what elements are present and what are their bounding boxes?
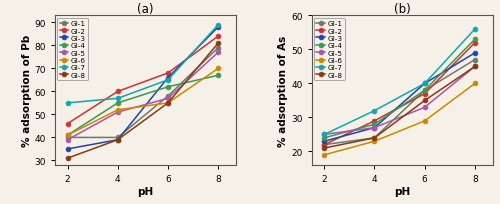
GI-7 bbox=[372, 110, 378, 112]
GI-1 bbox=[215, 47, 221, 50]
GI-1 bbox=[372, 137, 378, 139]
GI-8 bbox=[64, 157, 70, 160]
GI-1 bbox=[322, 144, 328, 146]
GI-8 bbox=[115, 139, 121, 141]
GI-7 bbox=[115, 98, 121, 100]
GI-1 bbox=[422, 90, 428, 92]
Line: GI-2: GI-2 bbox=[322, 41, 478, 147]
GI-2 bbox=[215, 36, 221, 38]
Line: GI-2: GI-2 bbox=[65, 34, 220, 126]
GI-3 bbox=[422, 83, 428, 85]
GI-8 bbox=[372, 137, 378, 139]
GI-4 bbox=[472, 39, 478, 41]
Line: GI-6: GI-6 bbox=[65, 67, 220, 138]
GI-1 bbox=[165, 95, 171, 98]
GI-8 bbox=[322, 147, 328, 150]
GI-5 bbox=[64, 139, 70, 141]
Line: GI-1: GI-1 bbox=[322, 58, 478, 147]
GI-7 bbox=[472, 29, 478, 31]
GI-2 bbox=[64, 123, 70, 125]
Line: GI-4: GI-4 bbox=[322, 38, 478, 141]
GI-5 bbox=[372, 127, 378, 129]
Line: GI-4: GI-4 bbox=[65, 73, 220, 138]
Line: GI-5: GI-5 bbox=[65, 51, 220, 142]
GI-6 bbox=[115, 109, 121, 111]
X-axis label: pH: pH bbox=[138, 186, 154, 196]
Title: (a): (a) bbox=[137, 3, 154, 16]
GI-2 bbox=[472, 42, 478, 45]
Line: GI-7: GI-7 bbox=[322, 28, 478, 137]
GI-4 bbox=[165, 86, 171, 89]
GI-2 bbox=[422, 93, 428, 95]
Y-axis label: % adsorption of Pb: % adsorption of Pb bbox=[22, 35, 32, 147]
GI-6 bbox=[322, 154, 328, 156]
GI-3 bbox=[372, 127, 378, 129]
GI-7 bbox=[215, 24, 221, 27]
Legend: GI-1, GI-2, GI-3, GI-4, GI-5, GI-6, GI-7, GI-8: GI-1, GI-2, GI-3, GI-4, GI-5, GI-6, GI-7… bbox=[57, 19, 88, 81]
GI-4 bbox=[64, 134, 70, 137]
GI-3 bbox=[322, 140, 328, 143]
GI-5 bbox=[165, 98, 171, 100]
GI-3 bbox=[472, 52, 478, 55]
GI-6 bbox=[64, 134, 70, 137]
GI-6 bbox=[215, 68, 221, 70]
X-axis label: pH: pH bbox=[394, 186, 410, 196]
Line: GI-1: GI-1 bbox=[65, 46, 220, 140]
GI-2 bbox=[322, 144, 328, 146]
GI-5 bbox=[115, 111, 121, 114]
GI-5 bbox=[215, 52, 221, 54]
GI-4 bbox=[372, 123, 378, 126]
Line: GI-3: GI-3 bbox=[65, 25, 220, 152]
GI-4 bbox=[322, 137, 328, 139]
GI-3 bbox=[64, 148, 70, 150]
GI-3 bbox=[215, 27, 221, 29]
Line: GI-3: GI-3 bbox=[322, 51, 478, 144]
GI-6 bbox=[422, 120, 428, 122]
Line: GI-5: GI-5 bbox=[322, 65, 478, 137]
GI-5 bbox=[322, 134, 328, 136]
GI-8 bbox=[422, 100, 428, 102]
GI-1 bbox=[115, 136, 121, 139]
GI-6 bbox=[472, 83, 478, 85]
GI-8 bbox=[215, 43, 221, 45]
GI-7 bbox=[322, 134, 328, 136]
Line: GI-6: GI-6 bbox=[322, 82, 478, 157]
GI-8 bbox=[165, 102, 171, 105]
Line: GI-7: GI-7 bbox=[65, 23, 220, 106]
GI-7 bbox=[165, 79, 171, 82]
GI-8 bbox=[472, 66, 478, 68]
Line: GI-8: GI-8 bbox=[322, 65, 478, 151]
GI-2 bbox=[372, 120, 378, 122]
GI-4 bbox=[215, 75, 221, 77]
GI-2 bbox=[115, 91, 121, 93]
Y-axis label: % adsorption of As: % adsorption of As bbox=[278, 35, 288, 146]
GI-1 bbox=[64, 136, 70, 139]
GI-7 bbox=[422, 83, 428, 85]
GI-3 bbox=[115, 139, 121, 141]
Legend: GI-1, GI-2, GI-3, GI-4, GI-5, GI-6, GI-7, GI-8: GI-1, GI-2, GI-3, GI-4, GI-5, GI-6, GI-7… bbox=[314, 19, 345, 81]
GI-5 bbox=[472, 66, 478, 68]
GI-4 bbox=[422, 90, 428, 92]
GI-1 bbox=[472, 59, 478, 62]
GI-6 bbox=[372, 140, 378, 143]
Title: (b): (b) bbox=[394, 3, 410, 16]
GI-5 bbox=[422, 106, 428, 109]
GI-2 bbox=[165, 72, 171, 75]
GI-4 bbox=[115, 102, 121, 105]
GI-7 bbox=[64, 102, 70, 105]
GI-6 bbox=[165, 102, 171, 105]
GI-3 bbox=[165, 77, 171, 79]
Line: GI-8: GI-8 bbox=[65, 41, 220, 161]
